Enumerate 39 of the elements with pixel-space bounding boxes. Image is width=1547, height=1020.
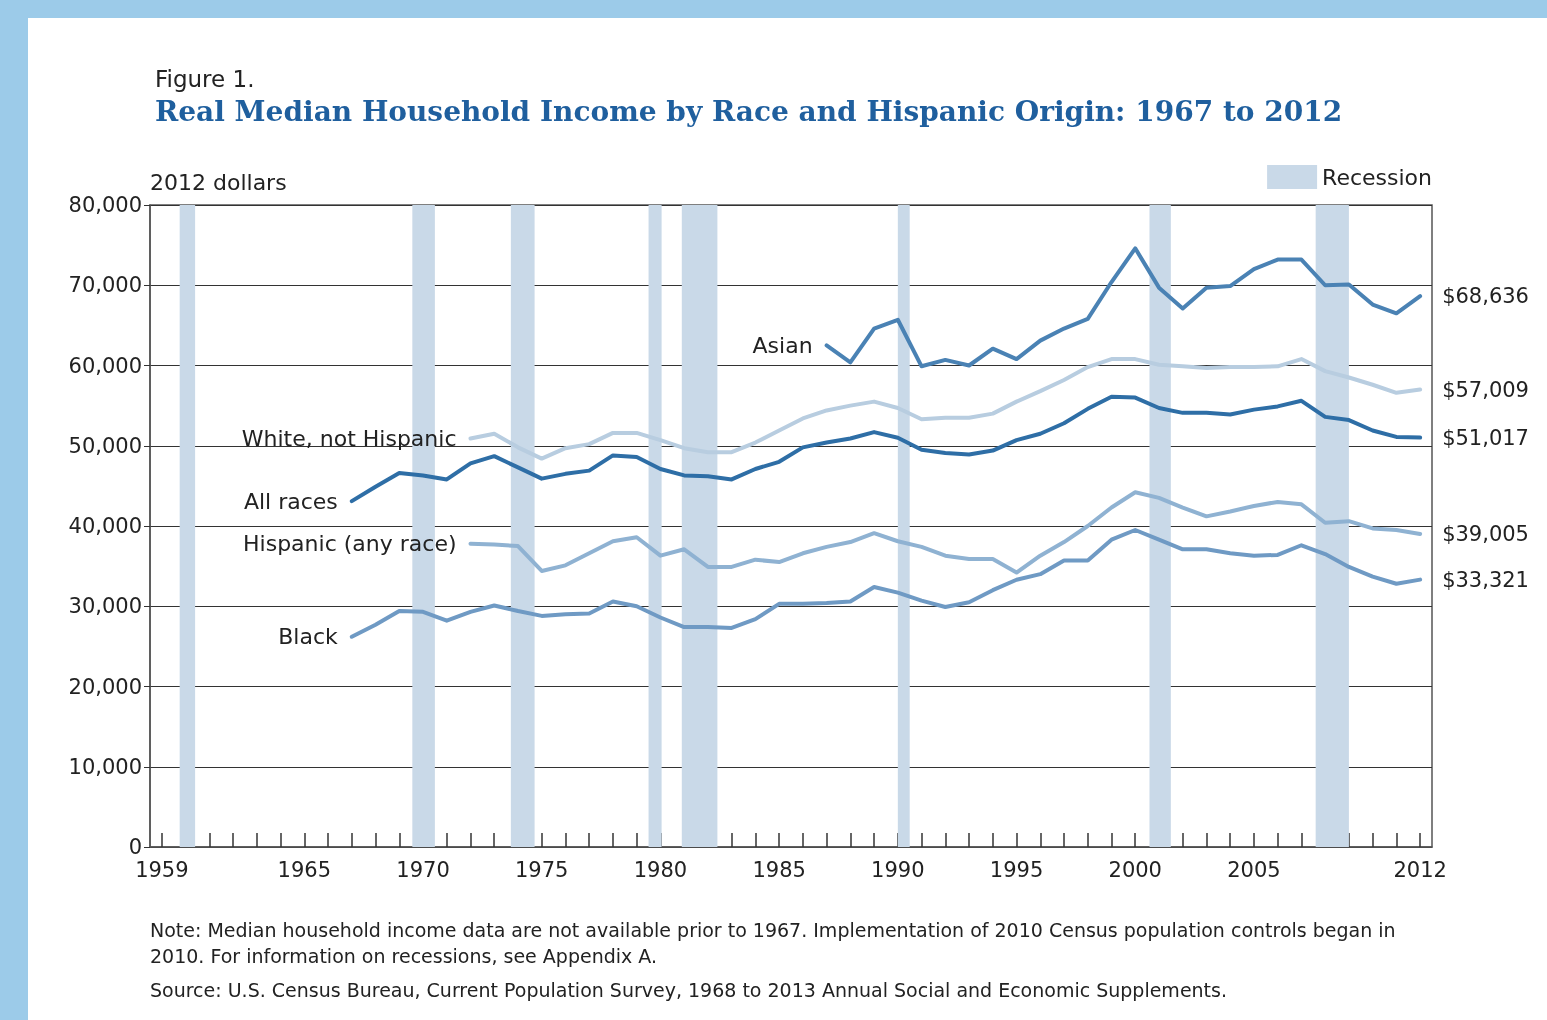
y-tick-label: 20,000 bbox=[68, 674, 142, 699]
y-tick-label: 60,000 bbox=[68, 353, 142, 378]
y-tick-label: 40,000 bbox=[68, 514, 142, 538]
data-label: $68,636 bbox=[1442, 284, 1529, 309]
legend-label: Recession bbox=[1322, 164, 1432, 190]
data-label: $39,005 bbox=[1442, 521, 1529, 546]
series-label: All races bbox=[243, 488, 338, 514]
x-tick-label: 2000 bbox=[1108, 857, 1162, 882]
series-label: Hispanic (any race) bbox=[243, 531, 457, 557]
series-label: Black bbox=[278, 624, 339, 650]
y-tick-label: 80,000 bbox=[68, 193, 142, 217]
chart-title: Real Median Household Income by Race and Hispanic Origin: 1967 to 2012 bbox=[155, 94, 1343, 128]
x-tick-label: 1959 bbox=[135, 857, 189, 882]
y-tick-label: 70,000 bbox=[68, 273, 142, 298]
text: Note: Median household income data are not available prior to 1967. Implementation of 2010 Census population controls began in 2010. For information on recessions, see Appendix A. bbox=[150, 919, 1402, 967]
line-series bbox=[468, 357, 1423, 461]
y-tick-label: 10,000 bbox=[68, 754, 142, 779]
data-label: $51,017 bbox=[1442, 425, 1529, 450]
chart-subtitle: Figure 1. bbox=[155, 65, 255, 92]
data-label: $33,321 bbox=[1442, 567, 1529, 592]
y-axis-title: 2012 dollars bbox=[150, 169, 287, 195]
x-tick-label: 1965 bbox=[277, 857, 332, 882]
x-tick-label: 1970 bbox=[396, 857, 450, 882]
y-tick-label: 50,000 bbox=[68, 433, 142, 458]
x-tick-label: 1975 bbox=[515, 857, 569, 882]
y-tick-label: 30,000 bbox=[68, 594, 142, 619]
data-label: $57,009 bbox=[1442, 377, 1529, 402]
source-note: Source: U.S. Census Bureau, Current Population Survey, 1968 to 2013 Annual Social and Economic Supplements. bbox=[150, 979, 1227, 1001]
x-tick-label: 1980 bbox=[633, 857, 688, 882]
series-label: Asian bbox=[752, 332, 813, 358]
line-series bbox=[824, 246, 1423, 369]
y-tick-label: 0 bbox=[128, 835, 142, 859]
x-tick-label: 1995 bbox=[989, 857, 1044, 882]
x-tick-label: 1985 bbox=[752, 857, 806, 882]
x-tick-label: 2012 bbox=[1393, 857, 1447, 882]
x-tick-label: 2005 bbox=[1227, 857, 1281, 882]
x-tick-label: 1990 bbox=[871, 857, 925, 882]
series-label: White, not Hispanic bbox=[241, 426, 457, 452]
line-series bbox=[468, 490, 1423, 575]
